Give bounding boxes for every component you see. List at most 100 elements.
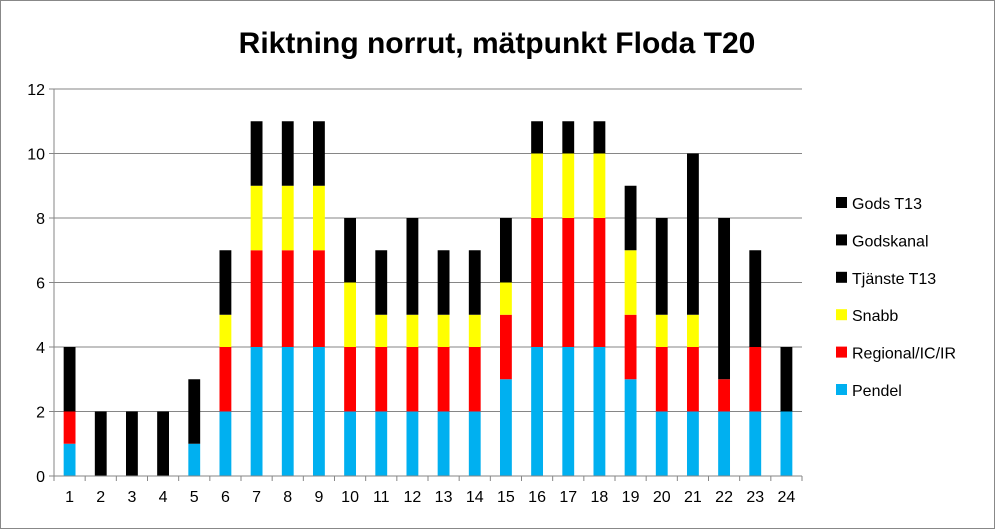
bar-segment-regional-ic-ir (655, 347, 668, 412)
bar-segment-snabb (499, 282, 512, 315)
bar-segment-pendel (499, 379, 512, 476)
bar-segment-regional-ic-ir (344, 347, 357, 412)
bar-segment-snabb (437, 314, 450, 347)
legend-label: Pendel (852, 383, 902, 400)
x-tick-label: 14 (466, 489, 484, 506)
x-tick-label: 4 (159, 489, 168, 506)
bar-segment-snabb (531, 153, 544, 218)
bar-segment-pendel (281, 347, 294, 476)
bar-segment-snabb (375, 314, 388, 347)
bar-segment-godskanal (94, 411, 107, 476)
bar-segment-snabb (344, 282, 357, 347)
x-tick-label: 1 (65, 489, 74, 506)
y-tick-label: 8 (36, 211, 45, 228)
y-tick-label: 6 (36, 276, 45, 293)
bar-segment-pendel (686, 411, 699, 476)
bar-segment-godskanal (593, 121, 606, 154)
legend-label: Tjänste T13 (852, 271, 936, 288)
x-tick-label: 21 (684, 489, 702, 506)
chart-title: Riktning norrut, mätpunkt Floda T20 (239, 27, 756, 60)
bar-segment-godskanal (281, 121, 294, 186)
bar-segment-godskanal (375, 250, 388, 315)
bar-segment-godskanal (562, 121, 575, 154)
gridlines (54, 88, 802, 412)
bar-segment-godskanal (188, 379, 201, 444)
bar-segment-godskanal (312, 121, 325, 186)
x-tick-label: 15 (497, 489, 515, 506)
legend-swatch (836, 234, 847, 246)
bar-segment-snabb (468, 314, 481, 347)
bar-segment-godskanal (718, 218, 731, 380)
bar-segment-godskanal (531, 121, 544, 154)
bars (63, 121, 793, 476)
bar-segment-regional-ic-ir (593, 218, 606, 347)
bar-segment-snabb (250, 185, 263, 251)
bar-segment-pendel (250, 347, 263, 476)
bar-segment-godskanal (125, 411, 138, 476)
legend-swatch (836, 271, 847, 283)
bar-segment-snabb (219, 314, 232, 347)
bar-segment-regional-ic-ir (624, 314, 637, 380)
x-tick-label: 18 (591, 489, 609, 506)
bar-segment-godskanal (780, 347, 793, 412)
bar-segment-pendel (375, 411, 388, 476)
x-tick-label: 10 (341, 489, 359, 506)
bar-segment-godskanal (63, 347, 76, 412)
bar-segment-regional-ic-ir (686, 347, 699, 412)
bar-segment-regional-ic-ir (437, 347, 450, 412)
y-tick-label: 2 (36, 405, 45, 422)
bar-segment-regional-ic-ir (281, 250, 294, 347)
x-tick-label: 11 (373, 489, 390, 506)
legend-label: Snabb (852, 308, 898, 325)
bar-segment-godskanal (624, 185, 637, 251)
bar-segment-pendel (780, 411, 793, 476)
legend-swatch (836, 346, 847, 358)
y-tick-label: 4 (36, 340, 45, 357)
x-tick-label: 20 (653, 489, 671, 506)
legend: Gods T13 Godskanal Tjänste T13 Snabb Regiona… (836, 196, 956, 400)
bar-segment-pendel (749, 411, 762, 476)
legend-swatch (836, 197, 847, 208)
bar-segment-snabb (281, 185, 294, 251)
bar-segment-pendel (312, 347, 325, 476)
bar-segment-regional-ic-ir (718, 379, 731, 412)
bar-segment-pendel (437, 411, 450, 476)
bar-segment-snabb (624, 250, 637, 315)
bar-segment-snabb (406, 314, 419, 347)
x-tick-label: 8 (283, 489, 292, 506)
bar-segment-pendel (655, 411, 668, 476)
bar-segment-pendel (344, 411, 357, 476)
bar-segment-pendel (562, 347, 575, 476)
x-tick-label: 17 (559, 489, 577, 506)
x-tick-label: 22 (715, 489, 733, 506)
bar-segment-godskanal (499, 218, 512, 283)
bar-segment-pendel (406, 411, 419, 476)
bar-segment-godskanal (250, 121, 263, 186)
bar-segment-pendel (219, 411, 232, 476)
bar-segment-snabb (655, 314, 668, 347)
bar-segment-godskanal (468, 250, 481, 315)
legend-label: Gods T13 (852, 196, 922, 213)
bar-segment-regional-ic-ir (562, 218, 575, 347)
bar-segment-pendel (624, 379, 637, 476)
legend-label: Regional/IC/IR (852, 346, 956, 363)
bar-segment-regional-ic-ir (375, 347, 388, 412)
bar-segment-godskanal (406, 218, 419, 315)
bar-segment-snabb (686, 314, 699, 347)
bar-segment-regional-ic-ir (468, 347, 481, 412)
x-tick-label: 24 (778, 489, 796, 506)
bar-segment-regional-ic-ir (63, 411, 76, 444)
x-tick-label: 5 (190, 489, 199, 506)
x-tick-label: 16 (528, 489, 546, 506)
y-tick-label: 10 (27, 147, 45, 164)
bar-segment-pendel (468, 411, 481, 476)
x-tick-label: 6 (221, 489, 230, 506)
x-tick-label: 23 (746, 489, 764, 506)
bar-segment-godskanal (686, 153, 699, 315)
x-tick-label: 12 (404, 489, 422, 506)
bar-segment-godskanal (219, 250, 232, 315)
bar-segment-pendel (531, 347, 544, 476)
y-tick-label: 0 (36, 469, 45, 486)
bar-segment-godskanal (344, 218, 357, 283)
